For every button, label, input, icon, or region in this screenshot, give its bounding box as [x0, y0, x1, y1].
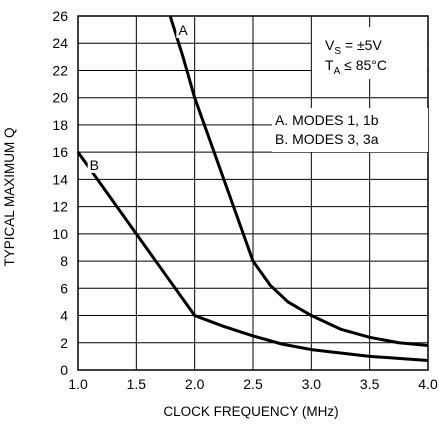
y-axis-title: TYPICAL MAXIMUM Q: [2, 127, 17, 266]
y-tick-label: 18: [52, 117, 68, 133]
plot-border: [77, 15, 429, 371]
y-tick-label: 26: [52, 8, 68, 24]
curve-labels: AB: [87, 21, 192, 173]
series-group: [76, 15, 429, 362]
y-tick-label: 14: [52, 171, 68, 187]
y-tick-label: 10: [52, 226, 68, 242]
y-tick-label: 2: [60, 335, 68, 351]
curve-label-bg: [87, 155, 103, 173]
tick-labels: 1.0 1.5 2.0 2.5 3.0 3.5 4.00246810121416182022…: [52, 8, 438, 392]
series-a-line: [168, 15, 429, 347]
condition-ta-sub: A: [334, 66, 341, 77]
series-b-line: [76, 151, 429, 362]
x-axis-title: CLOCK FREQUENCY (MHz): [163, 404, 338, 419]
curve-label-a: A: [178, 22, 188, 38]
x-tick-label: 2.0: [185, 376, 205, 392]
conditions-box-bg: [312, 27, 427, 79]
y-tick-label: 22: [52, 62, 68, 78]
condition-ta-rest: ≤ 85°C: [340, 57, 387, 73]
y-tick-label: 20: [52, 90, 68, 106]
condition-vs-sub: S: [334, 46, 341, 57]
y-tick-label: 12: [52, 199, 68, 215]
y-tick-label: 6: [60, 280, 68, 296]
x-tick-label: 3.5: [360, 376, 380, 392]
condition-ta-main: T: [325, 57, 334, 73]
legend-line-b: B. MODES 3, 3a: [275, 131, 379, 147]
y-tick-label: 0: [60, 362, 68, 378]
x-tick-label: 1.0: [68, 376, 88, 392]
x-tick-label: 1.5: [127, 376, 147, 392]
y-tick-label: 8: [60, 253, 68, 269]
legend-line-a: A. MODES 1, 1b: [275, 112, 379, 128]
y-tick-label: 16: [52, 144, 68, 160]
x-tick-label: 2.5: [243, 376, 263, 392]
curve-label-bg: [176, 21, 192, 39]
plot-frame: [77, 15, 429, 371]
curve-label-b: B: [90, 157, 99, 173]
legend-box-bg: [272, 108, 428, 152]
condition-vs-main: V: [325, 37, 335, 53]
condition-ta: TA ≤ 85°C: [325, 57, 387, 77]
condition-vs-rest: = ±5V: [341, 37, 382, 53]
x-tick-label: 3.0: [302, 376, 322, 392]
y-tick-label: 4: [60, 308, 68, 324]
x-tick-label: 4.0: [418, 376, 438, 392]
y-tick-label: 24: [52, 35, 68, 51]
condition-vs: VS = ±5V: [325, 37, 382, 57]
